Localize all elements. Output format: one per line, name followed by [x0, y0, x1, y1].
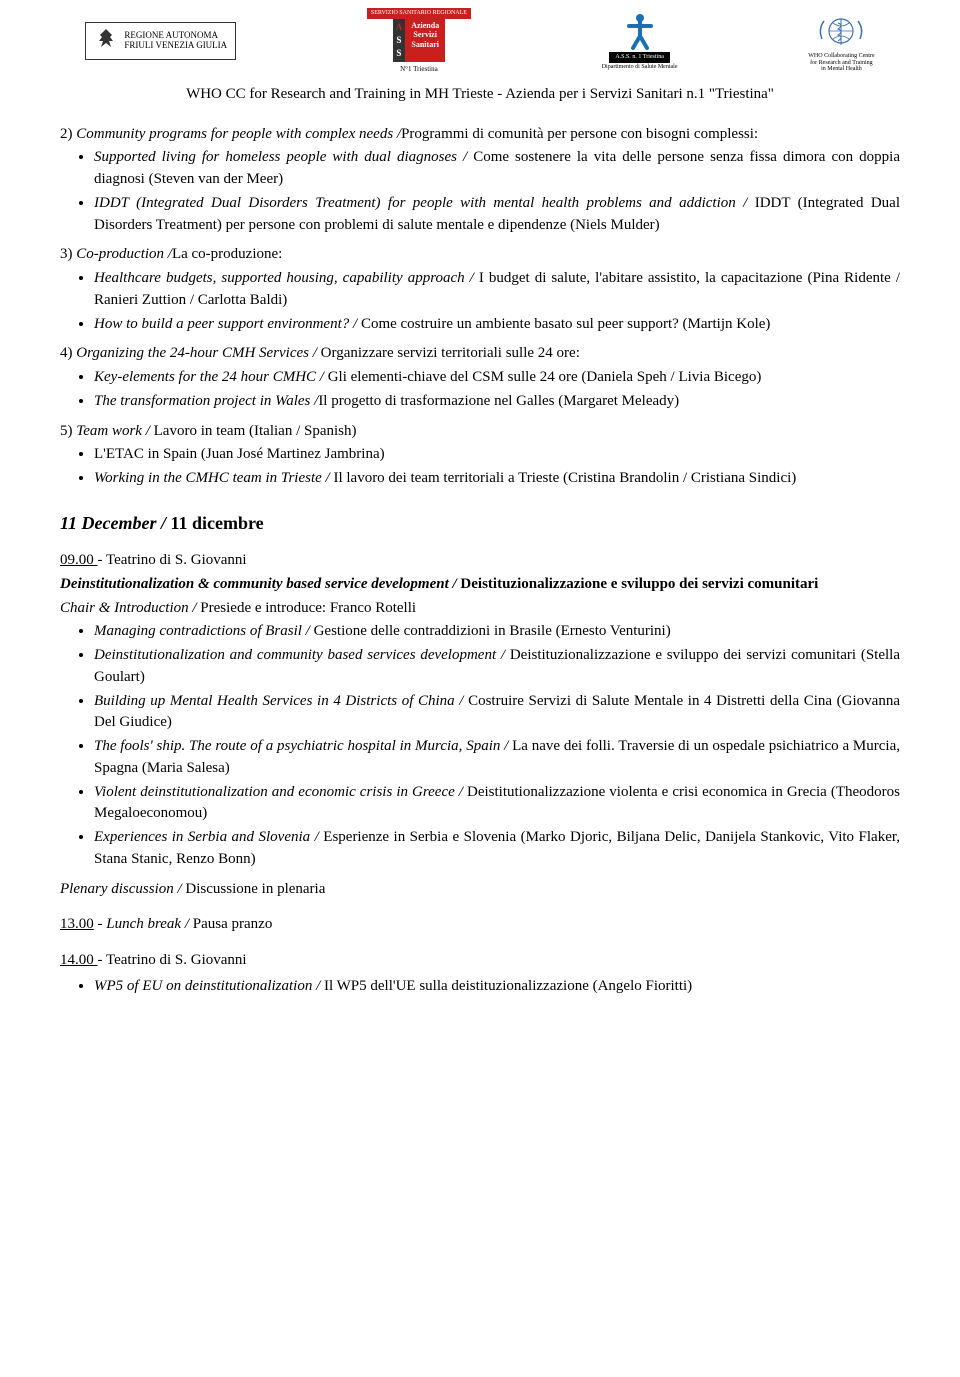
- section-5: 5) Team work / Lavoro in team (Italian /…: [60, 421, 900, 443]
- list-item: Supported living for homeless people wit…: [94, 147, 900, 191]
- section-5-bullets: L'ETAC in Spain (Juan José Martinez Jamb…: [60, 444, 900, 490]
- list-item: WP5 of EU on deinstitutionalization / Il…: [94, 976, 900, 998]
- pm-time-location: 14.00 - Teatrino di S. Giovanni: [60, 950, 900, 972]
- section-3-bullets: Healthcare budgets, supported housing, c…: [60, 268, 900, 335]
- section-2-bullets: Supported living for homeless people wit…: [60, 147, 900, 236]
- session-title: Deinstitutionalization & community based…: [60, 574, 900, 596]
- who-icon: [816, 9, 866, 53]
- figure-icon: [619, 10, 661, 52]
- time-location: 09.00 - Teatrino di S. Giovanni: [60, 550, 900, 572]
- plenary-line: Plenary discussion / Discussione in plen…: [60, 879, 900, 901]
- list-item: Deinstitutionalization and community bas…: [94, 645, 900, 689]
- deinst-bullets: Managing contradictions of Brasil / Gest…: [60, 621, 900, 870]
- logo-bar: REGIONE AUTONOMA FRIULI VENEZIA GIULIA S…: [0, 0, 960, 78]
- list-item: Managing contradictions of Brasil / Gest…: [94, 621, 900, 643]
- dipartimento-logo: A.S.S. n. 1 Triestina Dipartimento di Sa…: [602, 10, 678, 71]
- ass-tag: SERVIZIO SANITARIO REGIONALE: [367, 8, 471, 19]
- list-item: Violent deinstitutionalization and econo…: [94, 782, 900, 826]
- lunch-line: 13.00 - Lunch break / Pausa pranzo: [60, 914, 900, 936]
- header-line: WHO CC for Research and Training in MH T…: [0, 78, 960, 124]
- main-content: 2) Community programs for people with co…: [0, 124, 960, 1036]
- list-item: Key-elements for the 24 hour CMHC / Gli …: [94, 367, 900, 389]
- section-2: 2) Community programs for people with co…: [60, 124, 900, 146]
- list-item: Building up Mental Health Services in 4 …: [94, 691, 900, 735]
- who-logo: WHO Collaborating Centre for Research an…: [808, 9, 874, 73]
- section-4-bullets: Key-elements for the 24 hour CMHC / Gli …: [60, 367, 900, 413]
- time-link[interactable]: 09.00: [60, 552, 98, 568]
- section-4: 4) Organizing the 24-hour CMH Services /…: [60, 343, 900, 365]
- list-item: IDDT (Integrated Dual Disorders Treatmen…: [94, 193, 900, 237]
- list-item: The fools' ship. The route of a psychiat…: [94, 736, 900, 780]
- eagle-icon: [94, 27, 118, 55]
- chair-line: Chair & Introduction / Presiede e introd…: [60, 598, 900, 620]
- time-link[interactable]: 14.00: [60, 952, 98, 968]
- list-item: How to build a peer support environment?…: [94, 314, 900, 336]
- pm-bullets: WP5 of EU on deinstitutionalization / Il…: [60, 976, 900, 998]
- list-item: L'ETAC in Spain (Juan José Martinez Jamb…: [94, 444, 900, 466]
- regione-logo: REGIONE AUTONOMA FRIULI VENEZIA GIULIA: [85, 22, 236, 60]
- time-link[interactable]: 13.00: [60, 916, 94, 932]
- section-3: 3) Co-production /La co-produzione:: [60, 244, 900, 266]
- list-item: Experiences in Serbia and Slovenia / Esp…: [94, 827, 900, 871]
- date-heading: 11 December / 11 dicembre: [60, 510, 900, 536]
- list-item: The transformation project in Wales /Il …: [94, 391, 900, 413]
- ass-logo: SERVIZIO SANITARIO REGIONALE ASS Azienda…: [367, 8, 471, 74]
- list-item: Healthcare budgets, supported housing, c…: [94, 268, 900, 312]
- list-item: Working in the CMHC team in Trieste / Il…: [94, 468, 900, 490]
- regione-text2: FRIULI VENEZIA GIULIA: [124, 41, 227, 51]
